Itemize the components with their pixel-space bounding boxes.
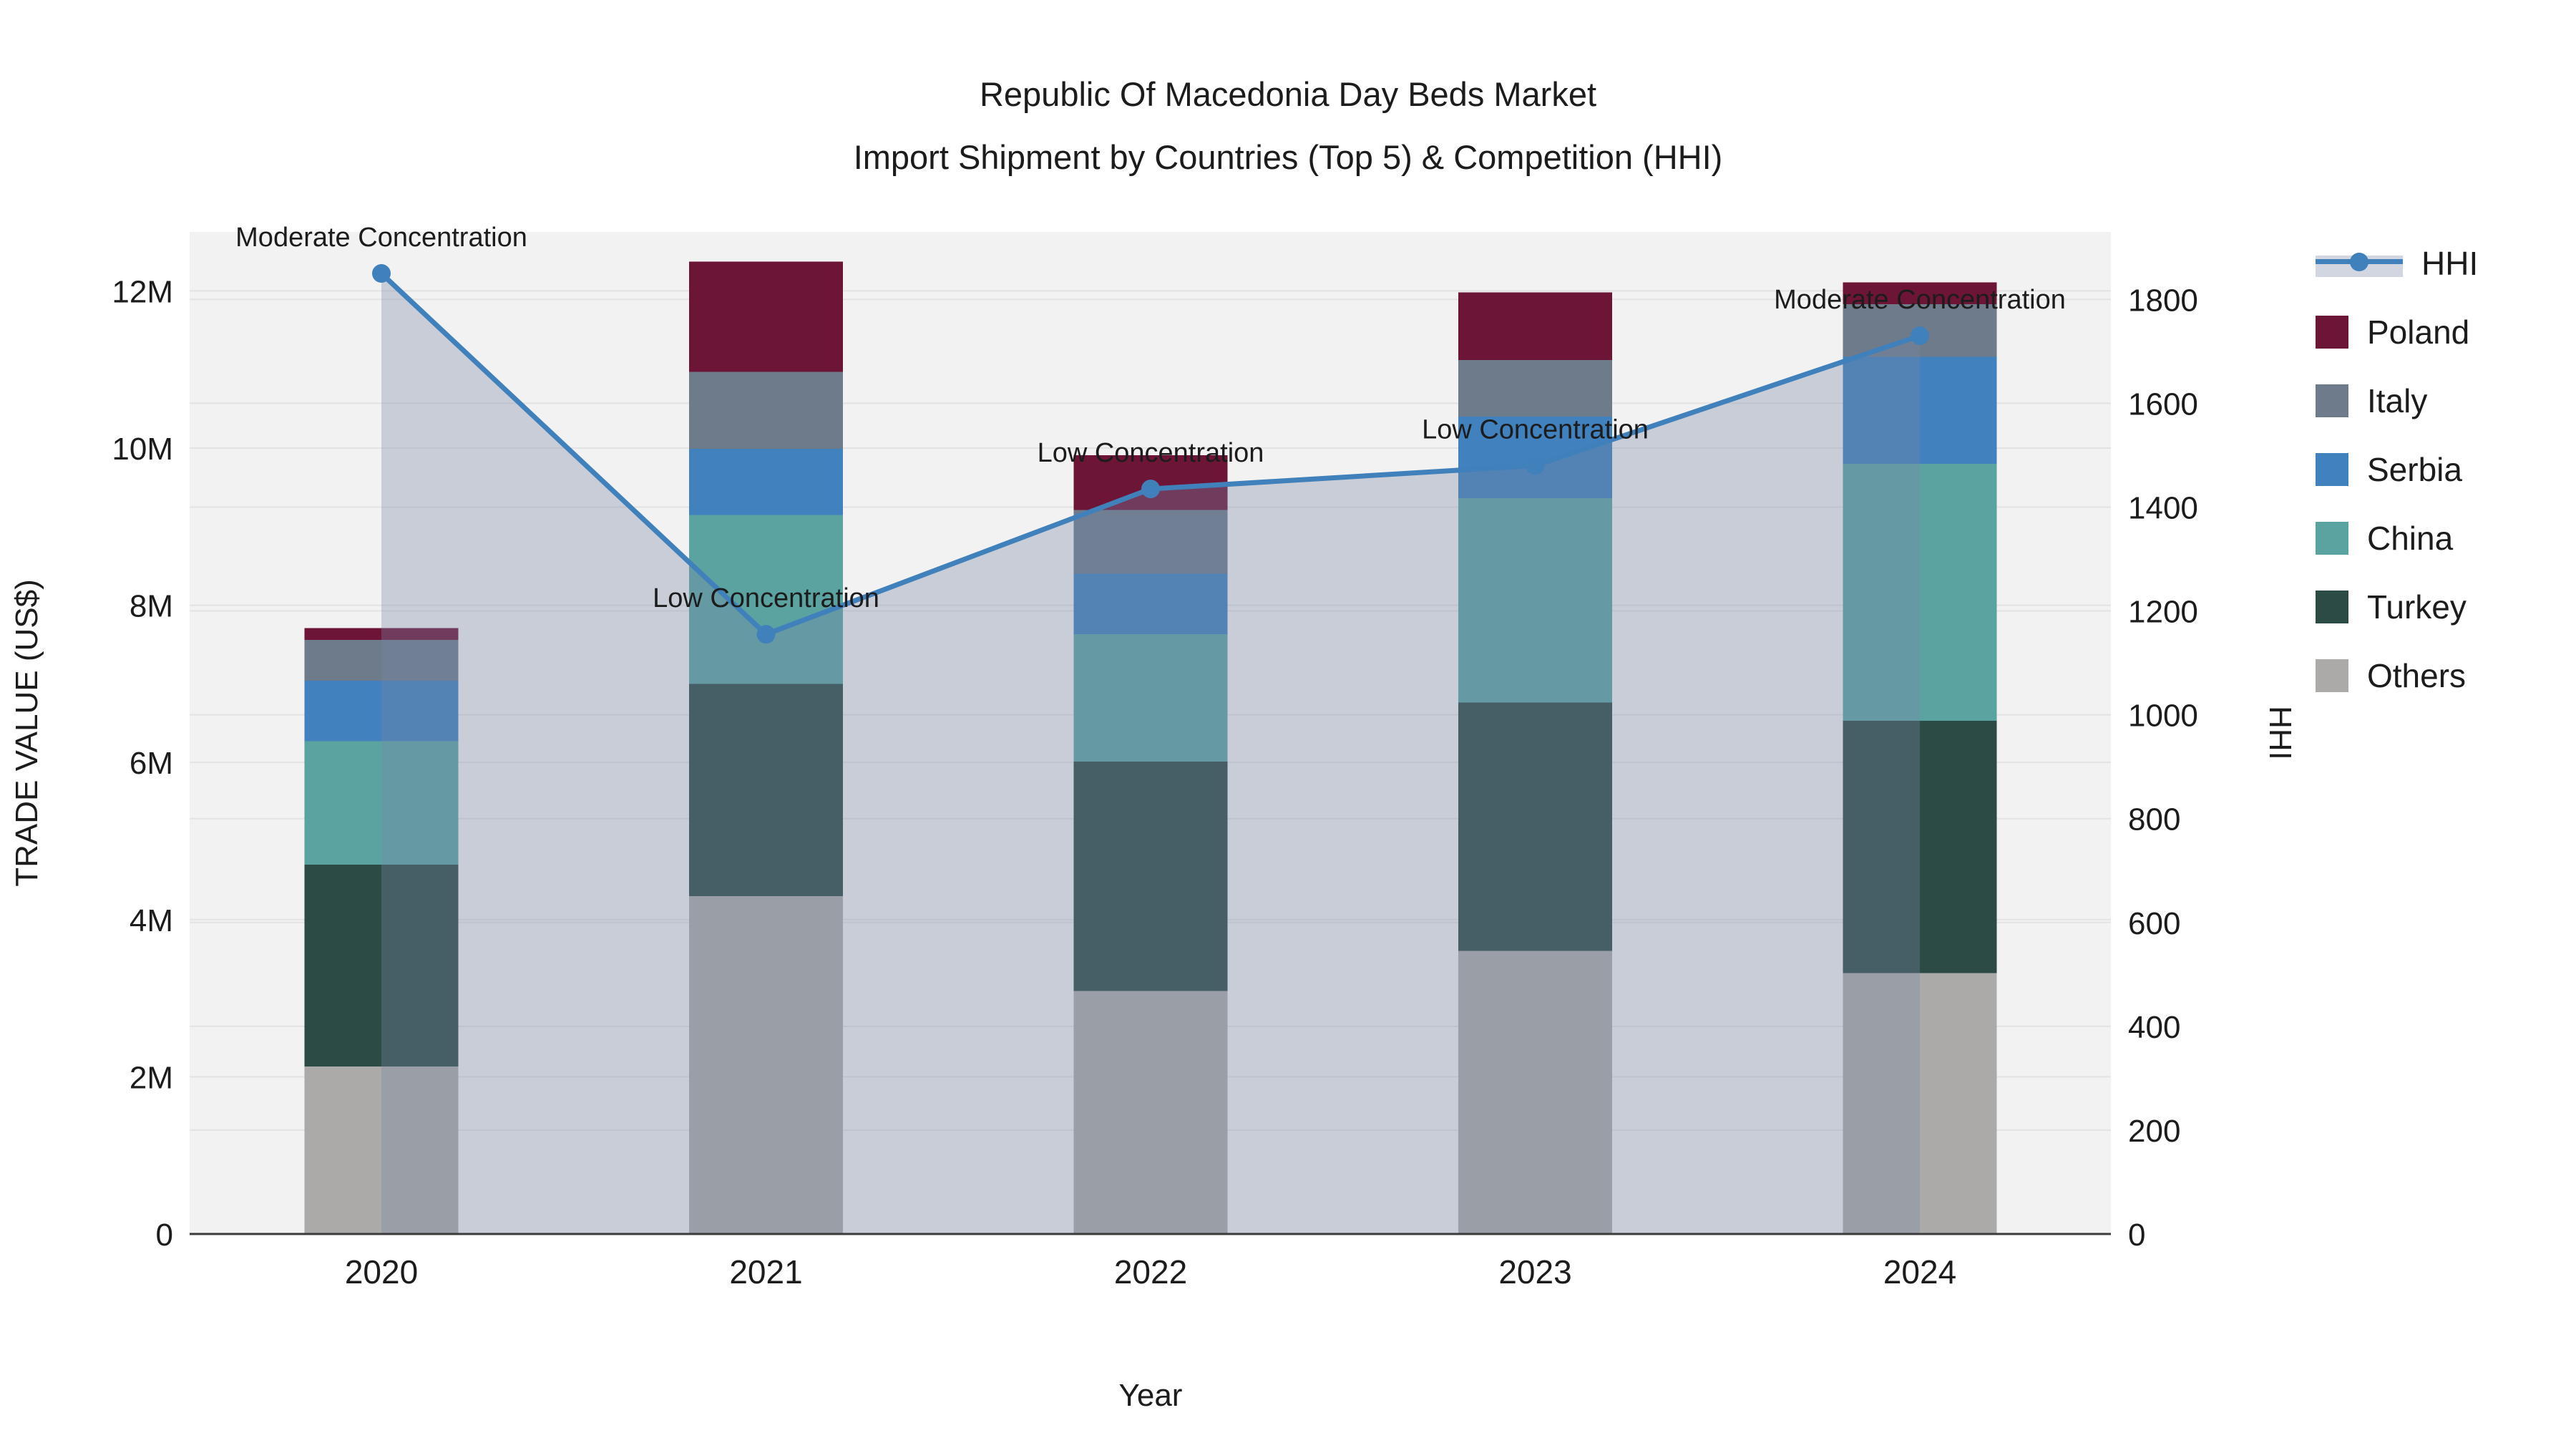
bar-segment-others-2021[interactable] <box>689 895 843 1234</box>
legend-item-turkey[interactable]: Turkey <box>2316 573 2478 641</box>
hhi-marker-2023[interactable] <box>1526 456 1545 475</box>
bar-segment-china-2020[interactable] <box>304 741 459 865</box>
legend-item-label: HHI <box>2421 245 2479 282</box>
y-right-tick-800: 800 <box>2128 802 2180 837</box>
hhi-line-layer <box>372 264 1929 644</box>
annotation-2022: Low Concentration <box>1038 438 1264 468</box>
hhi-marker-2021[interactable] <box>756 625 776 644</box>
legend-color-swatch-italy <box>2316 384 2348 417</box>
hhi-line-legend-icon <box>2316 247 2403 280</box>
bar-segment-serbia-2020[interactable] <box>304 680 459 742</box>
hhi-marker-2022[interactable] <box>1141 480 1160 499</box>
chart-title-line1: Republic Of Macedonia Day Beds Market <box>980 75 1596 113</box>
y-left-tick-6M: 6M <box>130 746 173 781</box>
legend-item-label: Serbia <box>2367 451 2462 488</box>
y-left-tick-2M: 2M <box>130 1060 173 1095</box>
chart-legend: HHI Poland Italy Serbia China Turkey Others <box>2316 229 2478 710</box>
bar-segment-turkey-2020[interactable] <box>304 864 459 1067</box>
bar-segment-poland-2020[interactable] <box>304 628 459 640</box>
y-left-axis-title: TRADE VALUE (US$) <box>9 579 44 887</box>
hhi-area-fill <box>381 273 1920 1234</box>
y-left-tick-10M: 10M <box>112 432 173 467</box>
bar-segment-others-2023[interactable] <box>1458 951 1612 1234</box>
y-right-tick-600: 600 <box>2128 906 2180 941</box>
legend-item-label: Turkey <box>2367 588 2467 626</box>
annotation-2021: Low Concentration <box>653 583 879 613</box>
y-right-tick-1000: 1000 <box>2128 699 2198 734</box>
bar-segment-turkey-2024[interactable] <box>1843 720 1997 973</box>
chart-title-line2: Import Shipment by Countries (Top 5) & C… <box>854 138 1723 176</box>
legend-item-italy[interactable]: Italy <box>2316 366 2478 435</box>
y-right-tick-1200: 1200 <box>2128 595 2198 630</box>
bar-segment-turkey-2023[interactable] <box>1458 702 1612 951</box>
bar-segment-others-2022[interactable] <box>1073 991 1228 1234</box>
legend-item-label: Italy <box>2367 382 2428 419</box>
hhi-marker-2020[interactable] <box>372 264 391 283</box>
hhi-marker-2024[interactable] <box>1911 326 1929 346</box>
legend-item-hhi[interactable]: HHI <box>2316 229 2478 298</box>
legend-color-swatch-turkey <box>2316 591 2348 623</box>
legend-color-swatch-others <box>2316 659 2348 692</box>
y-right-tick-400: 400 <box>2128 1010 2180 1045</box>
hhi-line-legend-marker <box>2350 253 2368 271</box>
bar-segment-turkey-2021[interactable] <box>689 684 843 896</box>
legend-item-label: China <box>2367 520 2454 557</box>
legend-item-others[interactable]: Others <box>2316 641 2478 710</box>
bar-segment-serbia-2021[interactable] <box>689 449 843 515</box>
bar-segment-poland-2023[interactable] <box>1458 292 1612 360</box>
bar-segment-serbia-2024[interactable] <box>1843 356 1997 464</box>
legend-color-swatch-poland <box>2316 316 2348 349</box>
y-right-tick-200: 200 <box>2128 1114 2180 1149</box>
legend-item-poland[interactable]: Poland <box>2316 298 2478 366</box>
bar-segment-china-2023[interactable] <box>1458 498 1612 703</box>
y-left-tick-8M: 8M <box>130 589 173 624</box>
bar-segment-italy-2021[interactable] <box>689 371 843 449</box>
legend-item-china[interactable]: China <box>2316 504 2478 573</box>
bar-segment-serbia-2022[interactable] <box>1073 573 1228 635</box>
hhi-area-layer <box>381 273 1920 1234</box>
bar-segment-poland-2021[interactable] <box>689 261 843 372</box>
legend-color-swatch-serbia <box>2316 453 2348 486</box>
y-left-tick-0: 0 <box>156 1218 173 1253</box>
x-tick-2023: 2023 <box>1498 1253 1571 1291</box>
x-tick-2022: 2022 <box>1114 1253 1187 1291</box>
legend-color-swatch-china <box>2316 522 2348 555</box>
annotation-2020: Moderate Concentration <box>235 223 527 253</box>
annotation-2023: Low Concentration <box>1422 414 1649 444</box>
legend-item-label: Others <box>2367 657 2467 694</box>
bar-segment-italy-2023[interactable] <box>1458 359 1612 417</box>
y-right-axis-title: HHI <box>2263 706 2298 760</box>
tick-label-layer: 0 2M 4M 6M 8M 10M 12M 0 200 400 600 800 1000 1200 1400… <box>112 274 2197 1291</box>
bar-segment-poland-2024[interactable] <box>1843 282 1997 305</box>
y-right-tick-0: 0 <box>2128 1218 2145 1253</box>
y-right-tick-1600: 1600 <box>2128 387 2198 422</box>
bar-segment-italy-2020[interactable] <box>304 639 459 681</box>
x-tick-2020: 2020 <box>345 1253 418 1291</box>
legend-item-label: Poland <box>2367 314 2470 351</box>
x-tick-2021: 2021 <box>729 1253 802 1291</box>
stacked-bars-layer <box>304 261 1997 1234</box>
bar-segment-turkey-2022[interactable] <box>1073 762 1228 991</box>
x-axis-title: Year <box>1119 1378 1183 1413</box>
y-right-tick-1400: 1400 <box>2128 490 2198 525</box>
y-left-tick-12M: 12M <box>112 274 173 309</box>
bar-segment-italy-2022[interactable] <box>1073 510 1228 574</box>
bar-segment-china-2024[interactable] <box>1843 463 1997 721</box>
bar-segment-china-2021[interactable] <box>689 515 843 684</box>
y-right-tick-1800: 1800 <box>2128 283 2198 318</box>
annotation-2024: Moderate Concentration <box>1774 285 2066 315</box>
bar-segment-others-2020[interactable] <box>304 1066 459 1234</box>
bar-segment-china-2022[interactable] <box>1073 634 1228 762</box>
bar-segment-others-2024[interactable] <box>1843 973 1997 1234</box>
y-left-tick-4M: 4M <box>130 903 173 938</box>
legend-item-serbia[interactable]: Serbia <box>2316 435 2478 504</box>
annotation-layer: Moderate Concentration Low Concentration L… <box>235 223 2066 613</box>
x-tick-2024: 2024 <box>1883 1253 1956 1291</box>
